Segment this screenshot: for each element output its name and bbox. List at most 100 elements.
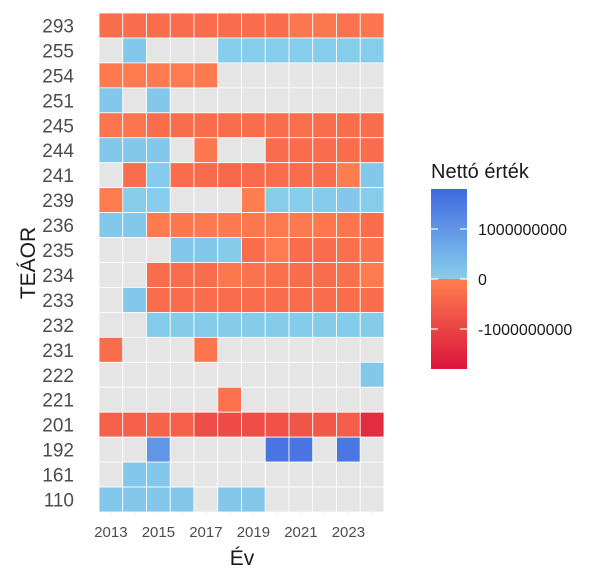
heatmap-cell	[288, 237, 314, 263]
heatmap-cell	[193, 361, 219, 388]
heatmap-cell	[193, 62, 219, 89]
y-tick-label: 244	[42, 141, 74, 162]
heatmap-cell	[359, 37, 385, 64]
heatmap-cell	[193, 411, 219, 438]
heatmap-cell	[146, 162, 171, 189]
heatmap-cell	[288, 137, 314, 164]
heatmap-cell	[217, 361, 242, 388]
heatmap-cell	[193, 112, 219, 139]
heatmap-cell	[241, 461, 266, 488]
heatmap-cell	[359, 187, 385, 213]
heatmap-cell	[122, 212, 147, 238]
heatmap-cell	[146, 137, 171, 164]
y-tick-label: 293	[42, 16, 74, 37]
heatmap-cell	[98, 87, 124, 114]
heatmap-cell	[122, 436, 147, 463]
heatmap-cell	[217, 486, 242, 513]
heatmap-cell	[193, 436, 219, 463]
heatmap-cell	[217, 436, 242, 463]
heatmap-cell	[288, 287, 314, 313]
y-tick-label: 232	[42, 316, 74, 337]
legend-tick-label: 0	[478, 272, 487, 289]
heatmap-cell	[98, 311, 124, 338]
heatmap-cell	[288, 37, 314, 64]
heatmap-cell	[193, 336, 219, 363]
heatmap-cell	[241, 12, 266, 39]
heatmap-cell	[312, 62, 337, 89]
heatmap-cell	[169, 311, 195, 338]
x-tick-label: 2023	[332, 524, 365, 541]
heatmap-cell	[98, 237, 124, 263]
heatmap-cell	[359, 336, 385, 363]
y-tick-label: 192	[42, 441, 74, 462]
heatmap-cell	[193, 37, 219, 64]
heatmap-cell	[122, 386, 147, 413]
heatmap-cell	[98, 212, 124, 238]
heatmap-cell	[359, 87, 385, 114]
heatmap-cell	[98, 436, 124, 463]
heatmap-cell	[146, 187, 171, 213]
y-axis-title: TEÁOR	[17, 227, 40, 299]
y-tick-label: 201	[42, 416, 74, 437]
heatmap-cell	[336, 62, 361, 89]
heatmap-cell	[193, 311, 219, 338]
heatmap-cell	[169, 87, 195, 114]
heatmap-cell	[312, 461, 337, 488]
heatmap-cell	[217, 137, 242, 164]
heatmap-cell	[241, 287, 266, 313]
heatmap-cell	[336, 461, 361, 488]
heatmap-cell	[146, 237, 171, 263]
heatmap-cell	[264, 486, 290, 513]
heatmap-cell	[241, 187, 266, 213]
heatmap-cell	[359, 12, 385, 39]
heatmap-cell	[122, 237, 147, 263]
heatmap-cell	[98, 361, 124, 388]
heatmap-cell	[98, 37, 124, 64]
heatmap-cell	[193, 386, 219, 413]
heatmap-cell	[312, 287, 337, 313]
heatmap-cell	[359, 386, 385, 413]
x-tick-label: 2017	[189, 524, 222, 541]
heatmap-cell	[217, 212, 242, 238]
heatmap-cell	[98, 411, 124, 438]
heatmap-cell	[241, 262, 266, 288]
heatmap-cell	[336, 486, 361, 513]
heatmap-cell	[312, 311, 337, 338]
heatmap-cell	[169, 237, 195, 263]
heatmap-cell	[193, 187, 219, 213]
heatmap-cell	[122, 486, 147, 513]
heatmap-cell	[288, 311, 314, 338]
y-tick-label: 110	[44, 491, 74, 512]
heatmap-cell	[264, 12, 290, 39]
y-tick-label: 254	[42, 66, 74, 87]
heatmap-cell	[336, 162, 361, 189]
heatmap-cell	[146, 87, 171, 114]
heatmap-cell	[217, 461, 242, 488]
heatmap-cell	[193, 287, 219, 313]
heatmap-cell	[169, 461, 195, 488]
y-tick-label: 231	[42, 341, 74, 362]
heatmap-cell	[193, 87, 219, 114]
heatmap-cell	[98, 386, 124, 413]
heatmap-cell	[169, 212, 195, 238]
legend-ticks: 1000000000 0 -1000000000	[431, 222, 572, 339]
heatmap-cell	[336, 311, 361, 338]
heatmap-cell	[288, 436, 314, 463]
heatmap-cell	[264, 386, 290, 413]
y-tick-label: 236	[42, 216, 74, 237]
heatmap-cell	[241, 361, 266, 388]
y-tick-label: 221	[42, 391, 74, 412]
heatmap-cell	[169, 486, 195, 513]
heatmap-cell	[98, 461, 124, 488]
heatmap-cell	[146, 12, 171, 39]
heatmap-cell	[98, 287, 124, 313]
heatmap-cell	[146, 486, 171, 513]
heatmap-cell	[122, 336, 147, 363]
x-tick-label: 2021	[284, 524, 317, 541]
heatmap-cell	[169, 386, 195, 413]
heatmap-cell	[146, 386, 171, 413]
heatmap-cell	[264, 137, 290, 164]
heatmap-cell	[146, 62, 171, 89]
heatmap-cell	[312, 262, 337, 288]
heatmap-cell	[122, 262, 147, 288]
